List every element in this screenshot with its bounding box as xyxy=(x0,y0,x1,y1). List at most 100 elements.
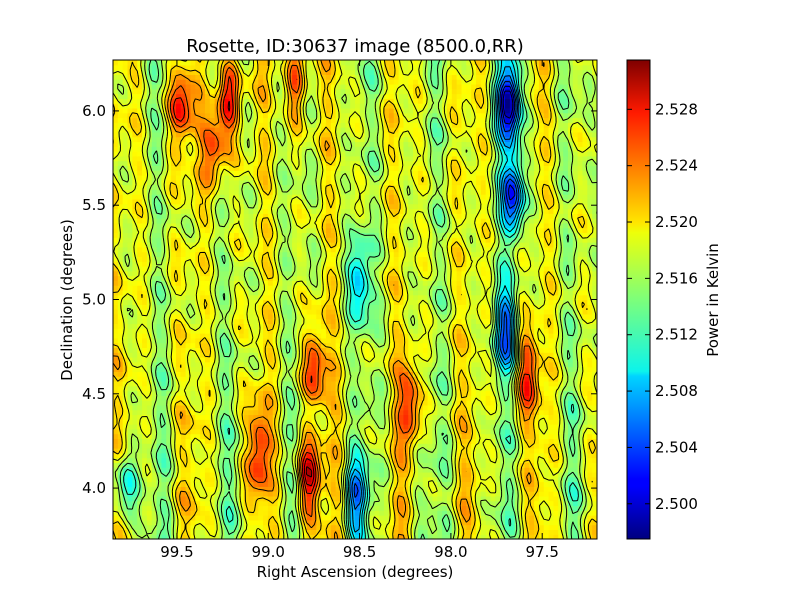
heatmap-cell xyxy=(190,337,196,344)
heatmap-cell xyxy=(476,457,482,463)
heatmap-cell xyxy=(403,486,409,492)
heatmap-cell xyxy=(456,534,463,539)
heatmap-cell xyxy=(543,491,550,497)
heatmap-cell xyxy=(364,471,371,478)
heatmap-cell xyxy=(393,385,400,392)
heatmap-cell xyxy=(374,428,380,435)
heatmap-cell xyxy=(538,462,545,468)
heatmap-cell xyxy=(325,510,332,516)
heatmap-cell xyxy=(587,380,593,387)
heatmap-cell xyxy=(427,318,434,325)
heatmap-cell xyxy=(214,419,221,425)
heatmap-cell xyxy=(175,486,182,492)
heatmap-cell xyxy=(495,491,501,497)
heatmap-cell xyxy=(543,510,550,516)
heatmap-cell xyxy=(379,395,385,401)
heatmap-cell xyxy=(292,366,298,372)
heatmap-cell xyxy=(117,457,124,463)
heatmap-cell xyxy=(505,356,511,363)
heatmap-cell xyxy=(451,366,458,372)
heatmap-cell xyxy=(175,447,182,454)
heatmap-cell xyxy=(548,323,555,329)
heatmap-cell xyxy=(572,342,579,348)
heatmap-cell xyxy=(229,347,235,353)
heatmap-cell xyxy=(316,476,322,483)
heatmap-cell xyxy=(243,495,250,502)
heatmap-cell xyxy=(321,414,327,420)
heatmap-cell xyxy=(398,333,404,339)
heatmap-cell xyxy=(500,505,506,511)
heatmap-cell xyxy=(543,390,550,396)
heatmap-cell xyxy=(427,534,434,539)
heatmap-cell xyxy=(355,471,361,478)
heatmap-cell xyxy=(127,524,133,531)
heatmap-cell xyxy=(117,404,124,411)
heatmap-cell xyxy=(355,409,361,416)
heatmap-cell xyxy=(132,481,138,487)
heatmap-cell xyxy=(446,505,453,511)
heatmap-cell xyxy=(577,309,584,315)
heatmap-cell xyxy=(137,361,143,368)
heatmap-cell xyxy=(384,304,390,310)
heatmap-cell xyxy=(272,419,279,425)
heatmap-cell xyxy=(558,424,564,430)
heatmap-cell xyxy=(311,534,317,539)
heatmap-cell xyxy=(548,495,555,502)
heatmap-cell xyxy=(142,356,148,363)
heatmap-cell xyxy=(330,328,337,334)
heatmap-cell xyxy=(258,409,264,416)
heatmap-cell xyxy=(296,424,303,430)
heatmap-cell xyxy=(277,376,283,382)
heatmap-cell xyxy=(388,347,395,353)
heatmap-cell xyxy=(122,438,129,444)
heatmap-cell xyxy=(142,495,148,502)
heatmap-cell xyxy=(214,471,221,478)
heatmap-cell xyxy=(592,515,597,521)
heatmap-cell xyxy=(292,371,298,377)
heatmap-cell xyxy=(263,500,269,507)
heatmap-cell xyxy=(456,299,463,305)
heatmap-cell xyxy=(509,524,516,531)
heatmap-cell xyxy=(340,400,346,406)
heatmap-cell xyxy=(495,443,501,449)
heatmap-cell xyxy=(175,529,182,535)
heatmap-cell xyxy=(214,519,221,526)
heatmap-cell xyxy=(403,390,409,396)
heatmap-cell xyxy=(374,471,380,478)
heatmap-cell xyxy=(287,500,293,507)
heatmap-cell xyxy=(340,510,346,516)
heatmap-cell xyxy=(572,347,579,353)
heatmap-cell xyxy=(446,443,453,449)
heatmap-cell xyxy=(548,447,555,454)
heatmap-cell xyxy=(500,404,506,411)
heatmap-cell xyxy=(350,428,356,435)
heatmap-cell xyxy=(534,510,540,516)
heatmap-cell xyxy=(384,414,390,420)
heatmap-cell xyxy=(234,491,240,497)
heatmap-cell xyxy=(243,529,250,535)
heatmap-cell xyxy=(161,433,167,440)
heatmap-cell xyxy=(156,457,162,463)
heatmap-cell xyxy=(398,342,404,348)
heatmap-cell xyxy=(476,390,482,396)
heatmap-cell xyxy=(538,515,545,521)
heatmap-cell xyxy=(446,400,453,406)
heatmap-cell xyxy=(567,457,574,463)
heatmap-cell xyxy=(480,385,487,392)
heatmap-cell xyxy=(534,443,540,449)
heatmap-cell xyxy=(335,299,342,305)
heatmap-cell xyxy=(321,481,327,487)
heatmap-cell xyxy=(393,299,400,305)
heatmap-cell xyxy=(122,443,129,449)
heatmap-cell xyxy=(369,395,375,401)
heatmap-cell xyxy=(263,491,269,497)
heatmap-cell xyxy=(272,366,279,372)
heatmap-cell xyxy=(267,366,274,372)
heatmap-cell xyxy=(403,443,409,449)
heatmap-cell xyxy=(209,299,216,305)
heatmap-cell xyxy=(451,467,458,473)
heatmap-cell xyxy=(137,447,143,454)
heatmap-cell xyxy=(543,457,550,463)
heatmap-cell xyxy=(355,491,361,497)
heatmap-cell xyxy=(388,515,395,521)
